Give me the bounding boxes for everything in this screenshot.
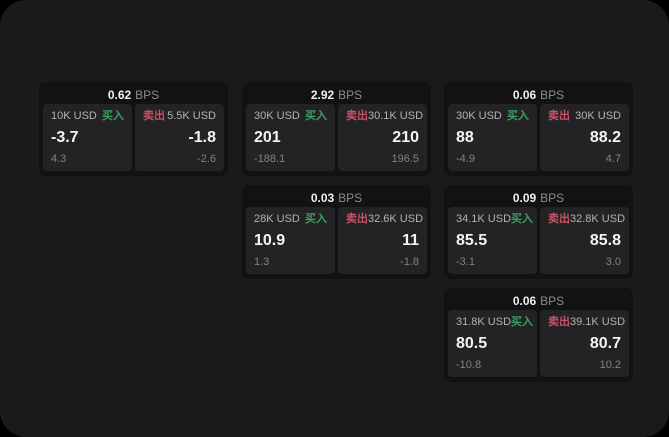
sell-label: 卖出 <box>548 213 570 225</box>
quote-panels: 10K USD 买入 -3.7 4.3 卖出 5.5K USD -1.8 -2.… <box>43 104 224 171</box>
sell-sub-value: 3.0 <box>605 256 621 268</box>
sell-sub-value: -1.8 <box>400 256 419 268</box>
sell-panel[interactable]: 卖出 32.6K USD 11 -1.8 <box>338 207 427 274</box>
buy-price: -3.7 <box>51 129 79 146</box>
buy-label: 买入 <box>511 316 534 328</box>
buy-price: 201 <box>254 129 281 146</box>
buy-amount: 31.8K USD <box>456 316 512 328</box>
buy-label: 买入 <box>511 213 534 225</box>
quote-panels: 34.1K USD 买入 85.5 -3.1 卖出 32.8K USD 85.8… <box>448 207 629 274</box>
bps-unit-label: BPS <box>540 88 565 102</box>
sell-price: 88.2 <box>589 129 621 146</box>
buy-sub-value: -188.1 <box>254 153 286 165</box>
buy-price: 10.9 <box>254 232 286 249</box>
buy-label: 买入 <box>102 110 124 122</box>
sell-sub-value: 4.7 <box>605 153 621 165</box>
sell-amount: 30K USD <box>575 110 621 122</box>
bps-value: 0.03 <box>310 191 335 205</box>
bps-header: 0.09 BPS <box>448 189 629 207</box>
sell-price: 80.7 <box>589 335 621 352</box>
sell-label: 卖出 <box>346 213 368 225</box>
sell-price: 210 <box>392 129 419 146</box>
bps-value: 0.06 <box>512 294 537 308</box>
bps-unit-label: BPS <box>540 191 565 205</box>
quote-card: 0.06 BPS 30K USD 买入 88 -4.9 卖出 30K USD 8… <box>444 82 633 176</box>
quote-panels: 31.8K USD 买入 80.5 -10.8 卖出 39.1K USD 80.… <box>448 310 629 377</box>
sell-amount: 32.8K USD <box>570 213 626 225</box>
bps-header: 2.92 BPS <box>246 86 427 104</box>
buy-sub-value: -3.1 <box>456 256 475 268</box>
sell-price: 11 <box>402 232 419 249</box>
bps-unit-label: BPS <box>338 88 363 102</box>
sell-sub-value: -2.6 <box>197 153 216 165</box>
buy-sub-value: -4.9 <box>456 153 475 165</box>
quote-card: 0.09 BPS 34.1K USD 买入 85.5 -3.1 卖出 32.8K… <box>444 185 633 279</box>
sell-panel[interactable]: 卖出 30K USD 88.2 4.7 <box>540 104 629 171</box>
sell-amount: 32.6K USD <box>368 213 424 225</box>
buy-panel[interactable]: 28K USD 买入 10.9 1.3 <box>246 207 335 274</box>
bps-unit-label: BPS <box>540 294 565 308</box>
buy-sub-value: 1.3 <box>254 256 270 268</box>
buy-label: 买入 <box>507 110 529 122</box>
buy-amount: 30K USD <box>254 110 300 122</box>
sell-panel[interactable]: 卖出 39.1K USD 80.7 10.2 <box>540 310 629 377</box>
sell-panel[interactable]: 卖出 32.8K USD 85.8 3.0 <box>540 207 629 274</box>
quote-card: 0.06 BPS 31.8K USD 买入 80.5 -10.8 卖出 39.1… <box>444 288 633 382</box>
bps-header: 0.06 BPS <box>448 86 629 104</box>
sell-amount: 39.1K USD <box>570 316 626 328</box>
sell-price: -1.8 <box>188 129 216 146</box>
buy-sub-value: -10.8 <box>456 359 482 371</box>
bps-value: 0.06 <box>512 88 537 102</box>
buy-amount: 28K USD <box>254 213 300 225</box>
bps-unit-label: BPS <box>338 191 363 205</box>
quote-panels: 30K USD 买入 201 -188.1 卖出 30.1K USD 210 1… <box>246 104 427 171</box>
buy-label: 买入 <box>305 110 327 122</box>
sell-label: 卖出 <box>346 110 368 122</box>
sell-panel[interactable]: 卖出 30.1K USD 210 196.5 <box>338 104 427 171</box>
bps-header: 0.03 BPS <box>246 189 427 207</box>
buy-panel[interactable]: 34.1K USD 买入 85.5 -3.1 <box>448 207 537 274</box>
sell-label: 卖出 <box>143 110 165 122</box>
buy-panel[interactable]: 31.8K USD 买入 80.5 -10.8 <box>448 310 537 377</box>
sell-panel[interactable]: 卖出 5.5K USD -1.8 -2.6 <box>135 104 224 171</box>
quote-card: 2.92 BPS 30K USD 买入 201 -188.1 卖出 30.1K … <box>242 82 431 176</box>
bps-value: 0.62 <box>107 88 132 102</box>
buy-amount: 34.1K USD <box>456 213 512 225</box>
bps-header: 0.06 BPS <box>448 292 629 310</box>
buy-price: 80.5 <box>456 335 488 352</box>
quote-card: 0.62 BPS 10K USD 买入 -3.7 4.3 卖出 5.5K USD… <box>39 82 228 176</box>
quote-card: 0.03 BPS 28K USD 买入 10.9 1.3 卖出 32.6K US… <box>242 185 431 279</box>
bps-value: 2.92 <box>310 88 335 102</box>
sell-sub-value: 10.2 <box>599 359 621 371</box>
bps-header: 0.62 BPS <box>43 86 224 104</box>
buy-panel[interactable]: 10K USD 买入 -3.7 4.3 <box>43 104 132 171</box>
buy-panel[interactable]: 30K USD 买入 201 -188.1 <box>246 104 335 171</box>
sell-amount: 5.5K USD <box>167 110 216 122</box>
buy-amount: 10K USD <box>51 110 97 122</box>
buy-price: 88 <box>456 129 474 146</box>
buy-panel[interactable]: 30K USD 买入 88 -4.9 <box>448 104 537 171</box>
sell-amount: 30.1K USD <box>368 110 424 122</box>
sell-label: 卖出 <box>548 110 570 122</box>
quote-panels: 30K USD 买入 88 -4.9 卖出 30K USD 88.2 4.7 <box>448 104 629 171</box>
buy-sub-value: 4.3 <box>51 153 67 165</box>
bps-unit-label: BPS <box>135 88 160 102</box>
sell-sub-value: 196.5 <box>391 153 419 165</box>
buy-price: 85.5 <box>456 232 488 249</box>
buy-label: 买入 <box>305 213 327 225</box>
sell-label: 卖出 <box>548 316 570 328</box>
bps-value: 0.09 <box>512 191 537 205</box>
sell-price: 85.8 <box>589 232 621 249</box>
quote-panels: 28K USD 买入 10.9 1.3 卖出 32.6K USD 11 -1.8 <box>246 207 427 274</box>
buy-amount: 30K USD <box>456 110 502 122</box>
